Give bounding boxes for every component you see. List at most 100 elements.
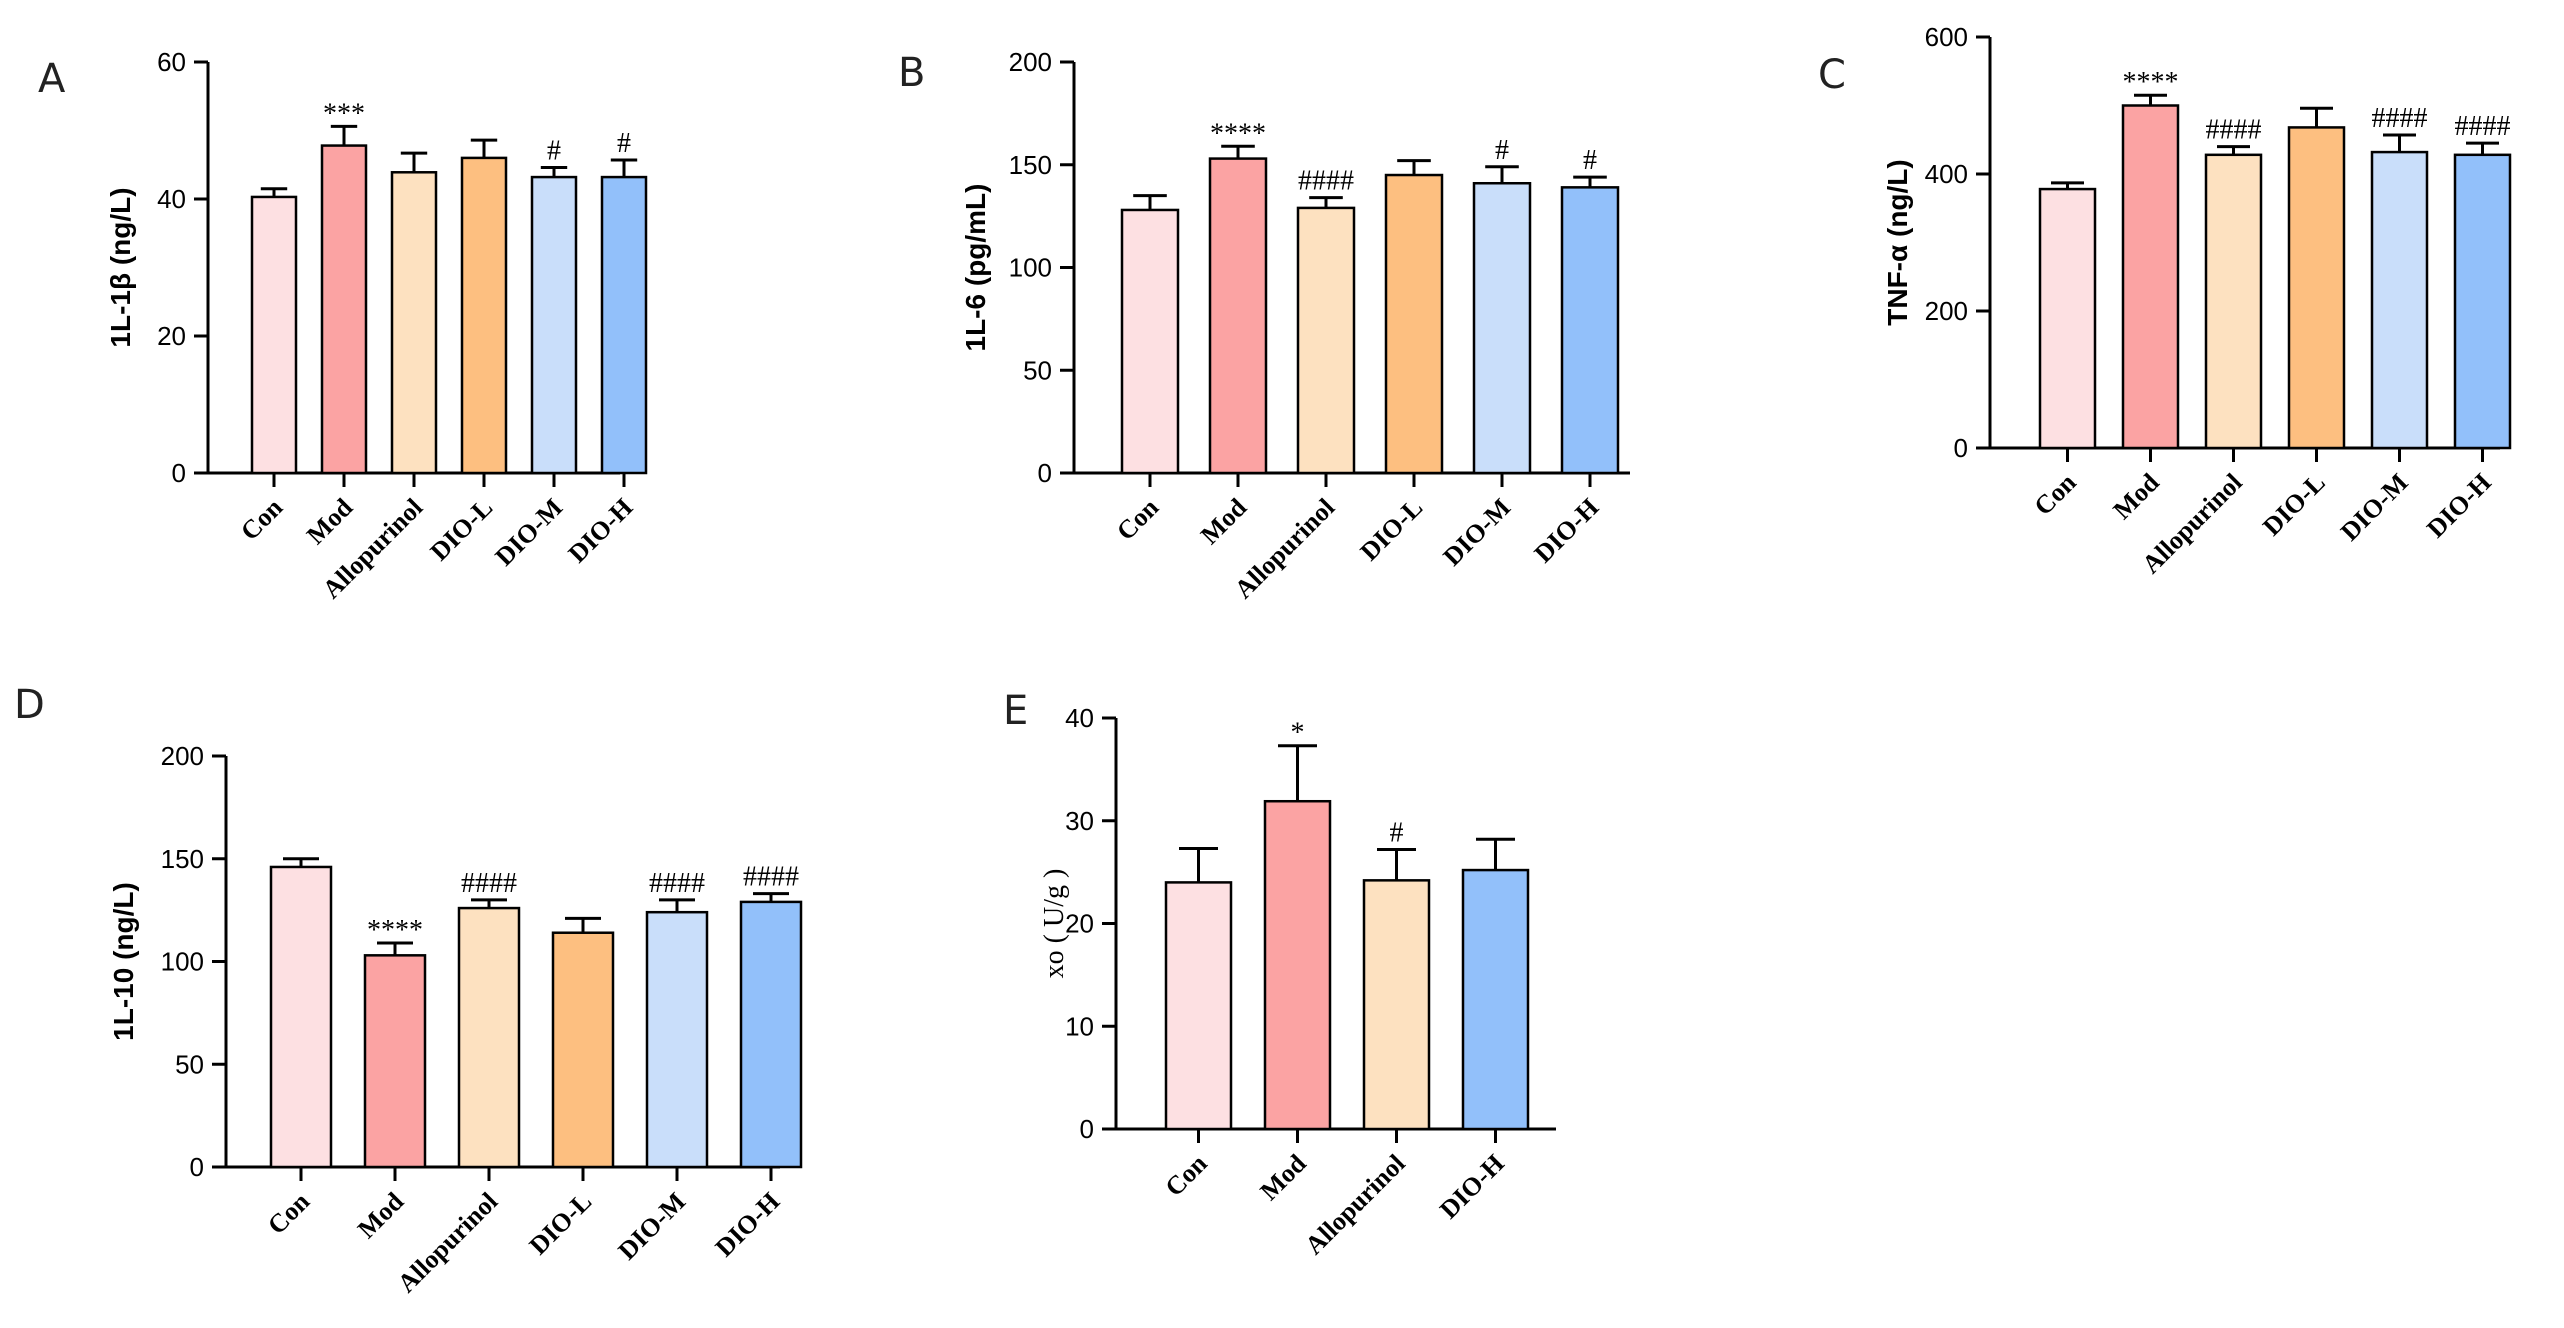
y-tick-label: 100 bbox=[161, 947, 204, 977]
x-tick-label: DIO-L bbox=[425, 493, 499, 567]
y-tick-label: 600 bbox=[1925, 22, 1968, 52]
y-axis-title: 1L-6 (pg/mL) bbox=[960, 184, 991, 352]
significance-label: **** bbox=[1210, 118, 1266, 149]
x-tick-label: Con bbox=[1111, 492, 1165, 546]
significance-label: #### bbox=[2372, 103, 2428, 134]
y-tick-label: 0 bbox=[190, 1152, 204, 1182]
x-tick-label: Allopurinol bbox=[392, 1187, 503, 1298]
significance-label: # bbox=[617, 128, 631, 159]
significance-label: #### bbox=[461, 868, 517, 899]
significance-label: # bbox=[1390, 818, 1404, 849]
y-tick-label: 20 bbox=[157, 321, 186, 351]
bar-mod bbox=[320, 144, 368, 475]
x-tick-label: DIO-M bbox=[490, 493, 569, 572]
x-tick-label: Con bbox=[235, 492, 289, 546]
x-tick-label: DIO-M bbox=[613, 1187, 692, 1266]
x-tick-label: DIO-L bbox=[2257, 468, 2331, 542]
y-tick-label: 60 bbox=[157, 47, 186, 77]
panel-letter: A bbox=[38, 56, 66, 102]
x-tick-label: DIO-H bbox=[1434, 1149, 1510, 1225]
x-tick-label: Mod bbox=[1195, 492, 1253, 550]
bar-mod bbox=[2121, 104, 2180, 450]
x-tick-label: DIO-L bbox=[1355, 493, 1429, 567]
significance-label: *** bbox=[323, 98, 365, 129]
bar-allopurinol bbox=[1296, 206, 1356, 475]
bar-dio-h bbox=[2453, 153, 2512, 450]
bar-mod bbox=[1208, 157, 1268, 475]
x-tick-label: DIO-H bbox=[563, 493, 639, 569]
bar-dio-l bbox=[551, 931, 615, 1169]
x-tick-label: DIO-M bbox=[2335, 468, 2414, 547]
y-tick-label: 50 bbox=[175, 1049, 204, 1079]
x-tick-label: Con bbox=[2029, 467, 2083, 521]
bar-mod bbox=[363, 954, 427, 1169]
bar-dio-m bbox=[530, 175, 578, 475]
bar-con bbox=[1164, 881, 1233, 1131]
y-tick-label: 0 bbox=[1080, 1114, 1094, 1144]
panel-letter: C bbox=[1818, 52, 1846, 98]
x-tick-label: Mod bbox=[2107, 467, 2165, 525]
x-tick-label: Mod bbox=[1254, 1148, 1312, 1206]
significance-label: #### bbox=[649, 868, 705, 899]
panel-letter: B bbox=[898, 50, 925, 96]
y-tick-label: 40 bbox=[1065, 703, 1094, 733]
bar-con bbox=[2038, 187, 2097, 450]
bar-dio-l bbox=[460, 156, 508, 475]
x-tick-label: Allopurinol bbox=[1299, 1149, 1410, 1260]
y-tick-label: 20 bbox=[1065, 909, 1094, 939]
significance-label: # bbox=[1495, 135, 1509, 166]
x-tick-label: Con bbox=[262, 1186, 316, 1240]
x-tick-label: DIO-H bbox=[2421, 468, 2497, 544]
bar-dio-l bbox=[2287, 126, 2346, 450]
bar-dio-m bbox=[1472, 181, 1532, 475]
significance-label: # bbox=[1583, 145, 1597, 176]
y-tick-label: 50 bbox=[1023, 355, 1052, 385]
y-axis-title: 1L-1β (ng/L) bbox=[105, 187, 136, 347]
y-tick-label: 200 bbox=[161, 741, 204, 771]
significance-label: **** bbox=[2123, 67, 2179, 98]
bar-con bbox=[1120, 208, 1180, 475]
bar-mod bbox=[1263, 799, 1332, 1131]
bar-dio-h bbox=[1461, 868, 1530, 1131]
y-tick-label: 200 bbox=[1009, 47, 1052, 77]
y-tick-label: 100 bbox=[1009, 253, 1052, 283]
bar-con bbox=[269, 865, 333, 1169]
y-tick-label: 200 bbox=[1925, 296, 1968, 326]
y-tick-label: 150 bbox=[1009, 150, 1052, 180]
bar-allopurinol bbox=[457, 906, 521, 1169]
significance-label: #### bbox=[2455, 111, 2511, 142]
y-tick-label: 30 bbox=[1065, 806, 1094, 836]
bar-dio-m bbox=[645, 910, 709, 1169]
bar-allopurinol bbox=[2204, 153, 2263, 450]
y-axis-title: TNF-α (ng/L) bbox=[1882, 159, 1913, 325]
y-tick-label: 40 bbox=[157, 184, 186, 214]
panel-letter: D bbox=[14, 682, 45, 728]
x-tick-label: Con bbox=[1160, 1148, 1214, 1202]
significance-label: # bbox=[547, 135, 561, 166]
significance-label: #### bbox=[2206, 115, 2262, 146]
x-tick-label: DIO-H bbox=[1529, 493, 1605, 569]
panel-letter: E bbox=[1003, 688, 1028, 734]
bar-dio-h bbox=[1560, 186, 1620, 475]
bar-dio-h bbox=[600, 175, 648, 475]
significance-label: **** bbox=[367, 915, 423, 946]
y-axis-title: 1L-10 (ng/L) bbox=[108, 882, 139, 1041]
y-axis-title: xo ( U/g ) bbox=[1039, 869, 1070, 979]
x-tick-label: DIO-H bbox=[710, 1187, 786, 1263]
bar-con bbox=[250, 195, 298, 475]
y-tick-label: 150 bbox=[161, 844, 204, 874]
y-tick-label: 0 bbox=[172, 458, 186, 488]
significance-label: #### bbox=[1298, 166, 1354, 197]
significance-label: * bbox=[1291, 718, 1305, 749]
bar-dio-l bbox=[1384, 173, 1444, 475]
y-tick-label: 0 bbox=[1954, 433, 1968, 463]
x-tick-label: DIO-L bbox=[524, 1187, 598, 1261]
y-tick-label: 400 bbox=[1925, 159, 1968, 189]
significance-label: #### bbox=[743, 862, 799, 893]
bar-allopurinol bbox=[1362, 879, 1431, 1131]
bar-allopurinol bbox=[390, 171, 438, 475]
